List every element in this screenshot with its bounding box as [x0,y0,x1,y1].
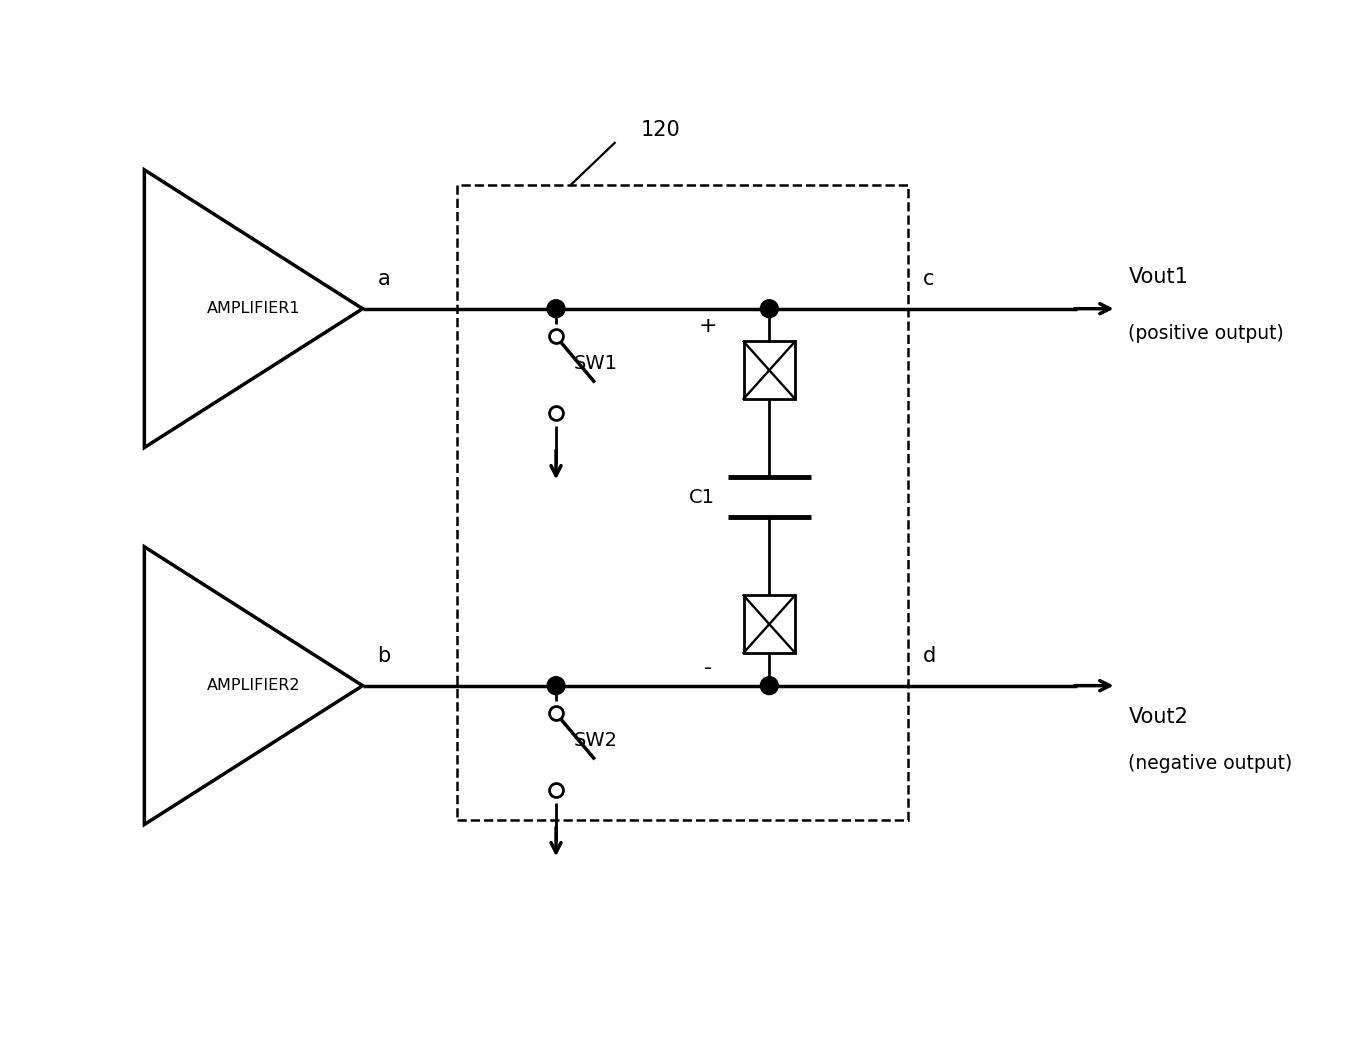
Text: AMPLIFIER1: AMPLIFIER1 [207,301,300,316]
Text: Vout2: Vout2 [1128,707,1188,727]
Circle shape [547,300,565,317]
Text: Vout1: Vout1 [1128,267,1188,287]
Text: SW2: SW2 [574,731,618,750]
Text: -: - [704,657,712,678]
Text: +: + [698,316,717,336]
Text: 120: 120 [640,120,681,140]
Text: d: d [923,646,936,666]
Bar [743,341,795,399]
Circle shape [547,677,565,695]
Text: c: c [923,269,934,289]
Text: SW1: SW1 [574,354,618,372]
Circle shape [760,300,779,317]
Text: AMPLIFIER2: AMPLIFIER2 [207,678,300,693]
Text: (positive output): (positive output) [1128,324,1284,343]
Text: a: a [378,269,390,289]
Text: b: b [378,646,390,666]
Text: (negative output): (negative output) [1128,754,1293,773]
Bar [743,595,795,653]
Text: C1: C1 [689,487,715,507]
Bar [457,185,908,819]
Circle shape [760,677,779,695]
